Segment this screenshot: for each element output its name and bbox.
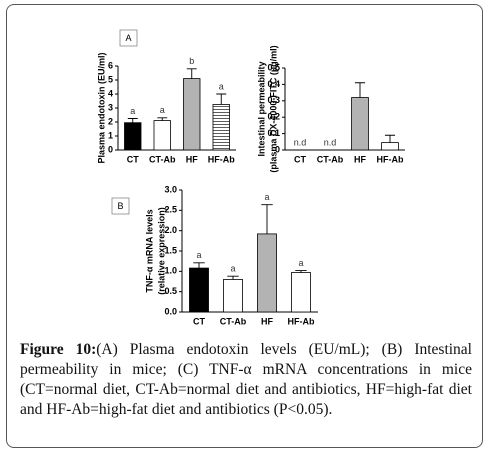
y-axis-title: (relative expression) [156, 207, 166, 295]
y-tick-label: 2 [108, 116, 113, 126]
y-tick-label: 0.1 [267, 128, 280, 138]
caption: Figure 10:(A) Plasma endotoxin levels (E… [20, 340, 472, 420]
annotation: a [196, 250, 201, 260]
y-tick-label: 2.5 [164, 205, 177, 215]
bar [223, 279, 243, 313]
panel-label: A [125, 33, 131, 43]
bar [257, 233, 277, 313]
bar [183, 78, 201, 151]
bar [153, 120, 171, 151]
error-bar [127, 118, 138, 123]
x-tick-label: CT-Ab [220, 316, 247, 326]
bar [291, 272, 311, 313]
y-axis-title: Plasma endotoxin (EU/ml) [96, 52, 106, 163]
y-axis-title: TNF-α mRNA levels [144, 209, 154, 292]
figure-frame [6, 4, 483, 448]
caption-text: (A) Plasma endotoxin levels (EU/mL); (B)… [20, 341, 472, 418]
x-tick-label: HF [354, 154, 366, 164]
error-bar [193, 262, 205, 269]
bar [351, 97, 369, 151]
y-tick-label: 3 [108, 102, 113, 112]
y-tick-label: 0.5 [164, 286, 177, 296]
x-tick-label: CT [127, 154, 139, 164]
error-bar [227, 275, 239, 280]
y-tick-label: 2.0 [164, 225, 177, 235]
annotation: n.d [324, 137, 337, 147]
x-tick-label: HF-Ab [208, 154, 235, 164]
annotation: n.d [294, 137, 307, 147]
panel-box [111, 197, 130, 215]
bar [381, 142, 399, 151]
y-tick-label: 0 [275, 144, 280, 154]
error-bar [157, 117, 168, 121]
y-axis-title: Intestinal permeability [256, 61, 266, 156]
y-tick-label: 0.4 [267, 79, 280, 89]
annotation: a [160, 105, 165, 115]
bar [212, 104, 230, 151]
y-tick-label: 0.0 [164, 306, 177, 316]
x-tick-label: CT-Ab [149, 154, 176, 164]
annotation: b [189, 56, 194, 66]
y-tick-label: 0 [108, 144, 113, 154]
y-axis-title: (plasma DX-4000-FITC (µg/ml) [268, 45, 278, 172]
annotation: a [298, 258, 303, 268]
error-bar [354, 82, 366, 98]
y-tick-label: 6 [108, 60, 113, 70]
y-tick-label: 3.0 [164, 184, 177, 194]
x-tick-label: HF-Ab [288, 316, 315, 326]
y-tick-label: 4 [108, 88, 113, 98]
error-bar [384, 134, 396, 143]
y-tick-label: 1.5 [164, 245, 177, 255]
x-tick-label: CT [193, 316, 205, 326]
annotation: a [219, 81, 224, 91]
error-bar [261, 204, 273, 234]
panel-label: B [117, 201, 123, 211]
y-tick-label: 1.0 [164, 266, 177, 276]
error-bar [216, 93, 227, 105]
y-tick-label: 5 [108, 74, 113, 84]
bar [124, 122, 142, 151]
panel-box [119, 29, 138, 47]
caption-label: Figure 10: [20, 341, 97, 358]
bar [189, 267, 209, 313]
annotation: a [230, 264, 235, 274]
x-tick-label: HF [186, 154, 198, 164]
x-tick-label: CT-Ab [317, 154, 344, 164]
x-tick-label: HF-Ab [377, 154, 404, 164]
annotation: a [130, 106, 135, 116]
annotation: a [264, 192, 269, 202]
x-tick-label: HF [261, 316, 273, 326]
error-bar [295, 270, 307, 273]
y-tick-label: 1 [108, 130, 113, 140]
y-tick-label: 0.5 [267, 62, 280, 72]
y-tick-label: 0.2 [267, 112, 280, 122]
x-tick-label: CT [294, 154, 306, 164]
y-tick-label: 0.3 [267, 95, 280, 105]
error-bar [186, 68, 197, 79]
